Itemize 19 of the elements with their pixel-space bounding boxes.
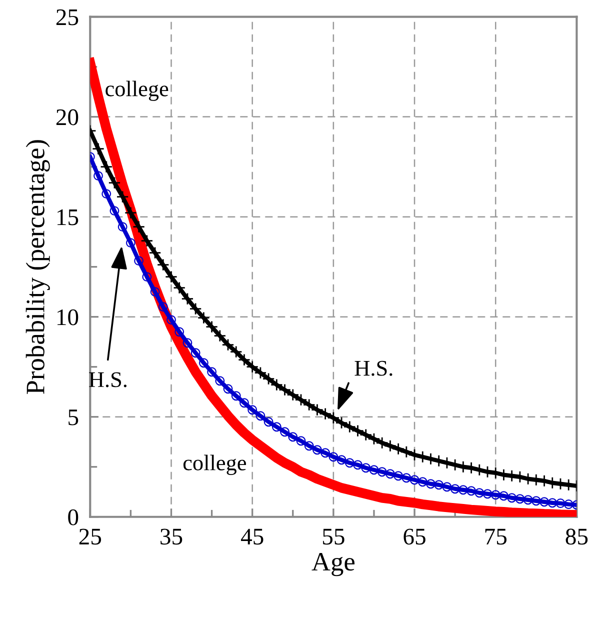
- y-tick-label: 10: [58, 309, 78, 326]
- y-tick-label: 25: [56, 9, 78, 26]
- x-tick-label: 75: [485, 528, 506, 545]
- x-tick-label: 35: [160, 528, 182, 545]
- y-tick-label: 5: [68, 410, 78, 426]
- annotation: H.S.: [89, 372, 126, 388]
- x-tick-label: 85: [566, 528, 588, 545]
- y-tick-label: 0: [68, 509, 78, 526]
- x-tick-label: 45: [240, 528, 264, 545]
- y-tick-label: 15: [58, 209, 78, 226]
- x-tick-label: 65: [404, 528, 426, 545]
- annotation: college: [183, 454, 246, 475]
- x-axis-title: Age: [312, 553, 354, 576]
- annotation: college: [106, 80, 168, 101]
- y-tick-label: 20: [56, 109, 78, 126]
- x-tick-label: 55: [322, 528, 344, 545]
- annotation: H.S.: [354, 360, 392, 376]
- y-axis-title: Probability (percentage): [26, 140, 50, 394]
- x-tick-label: 25: [79, 528, 102, 545]
